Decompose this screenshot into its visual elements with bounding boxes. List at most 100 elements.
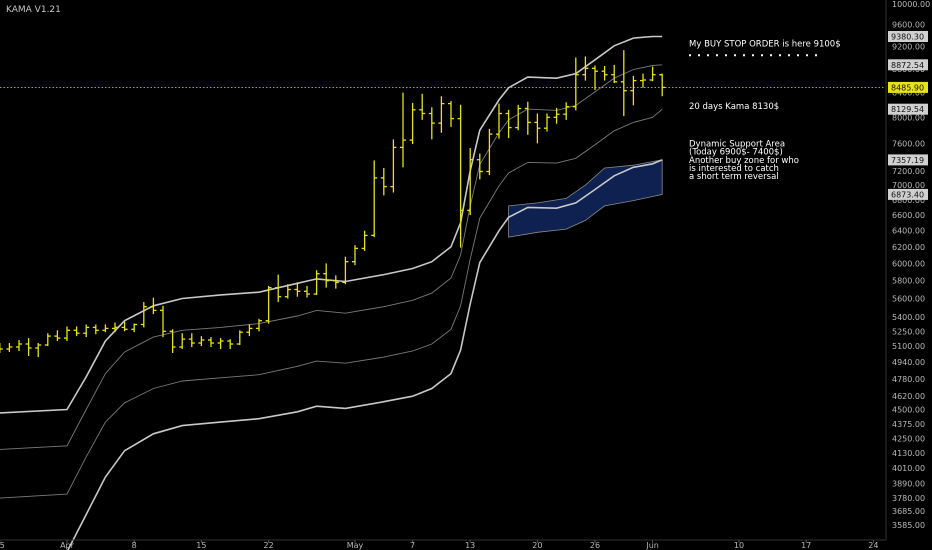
ohlc-bar[interactable]	[630, 75, 637, 106]
ohlc-bar[interactable]	[92, 324, 99, 335]
ohlc-bar[interactable]	[73, 326, 80, 337]
ohlc-bar[interactable]	[208, 337, 214, 347]
ohlc-bar[interactable]	[409, 102, 416, 145]
ohlc-bar[interactable]	[188, 333, 195, 347]
ohlc-bar[interactable]	[419, 93, 426, 120]
candles-group[interactable]	[0, 50, 666, 483]
ohlc-bar[interactable]	[227, 339, 234, 349]
ohlc-bar[interactable]	[131, 323, 138, 333]
ohlc-bar[interactable]	[553, 107, 560, 124]
ohlc-bar[interactable]	[246, 324, 253, 337]
ohlc-bar[interactable]	[448, 101, 454, 127]
price-tag: 8129.54	[888, 103, 928, 115]
ohlc-bar[interactable]	[457, 104, 464, 248]
kama-lower-band	[67, 159, 663, 550]
y-tick-label: 6600.00	[892, 211, 925, 220]
annotation-text: Dynamic Support Area	[689, 139, 785, 149]
price-tag-bg	[888, 154, 928, 166]
annotation-kama-20[interactable]: 20 days Kama 8130$	[689, 102, 779, 112]
ohlc-bar[interactable]	[496, 103, 502, 139]
y-tick-label: 4940.00	[892, 358, 925, 367]
x-tick-label: 22	[264, 541, 274, 550]
ohlc-bar[interactable]	[217, 338, 224, 349]
ohlc-bar[interactable]	[160, 305, 166, 338]
ohlc-bar[interactable]	[390, 139, 397, 193]
ohlc-bar[interactable]	[0, 343, 3, 353]
ohlc-bar[interactable]	[332, 275, 339, 289]
ohlc-bar[interactable]	[323, 263, 330, 288]
ohlc-bar[interactable]	[400, 92, 406, 168]
ohlc-bar[interactable]	[534, 113, 541, 144]
ohlc-bar[interactable]	[592, 65, 598, 91]
ohlc-bar[interactable]	[361, 230, 368, 251]
annotation-buy-stop[interactable]: My BUY STOP ORDER is here 9100$	[689, 39, 841, 57]
ohlc-bar[interactable]	[294, 282, 301, 297]
ohlc-bar[interactable]	[380, 168, 387, 196]
ohlc-bar[interactable]	[25, 338, 32, 356]
ohlc-bar[interactable]	[352, 245, 358, 266]
ohlc-bar[interactable]	[611, 64, 618, 83]
ohlc-bar[interactable]	[438, 96, 445, 133]
ohlc-bar[interactable]	[572, 57, 579, 111]
ohlc-bar[interactable]	[16, 340, 22, 351]
ohlc-bar[interactable]	[476, 153, 483, 180]
ohlc-bar[interactable]	[505, 109, 512, 139]
ohlc-bar[interactable]	[467, 148, 474, 215]
ohlc-bar[interactable]	[102, 324, 109, 333]
ohlc-bar[interactable]	[544, 113, 550, 132]
y-tick-label: 6400.00	[892, 227, 925, 236]
ohlc-bar[interactable]	[524, 101, 531, 135]
y-tick-label: 8400.00	[892, 89, 925, 98]
y-tick-label: 3890.00	[892, 480, 925, 489]
ohlc-bar[interactable]	[275, 274, 282, 303]
ohlc-bar[interactable]	[83, 324, 90, 338]
price-axis[interactable]: 10000.009600.009200.008800.008400.008000…	[892, 0, 930, 530]
x-tick-label: 20	[532, 541, 542, 550]
x-tick-label: 10	[734, 541, 744, 550]
ohlc-bar[interactable]	[313, 270, 320, 295]
annotation-support[interactable]: Dynamic Support Area(Today 6900$- 7400$)…	[689, 139, 799, 182]
ohlc-bar[interactable]	[121, 321, 128, 332]
ohlc-bar[interactable]	[371, 160, 378, 238]
ohlc-bar[interactable]	[44, 333, 51, 346]
ohlc-bar[interactable]	[150, 297, 157, 315]
ohlc-bar[interactable]	[6, 343, 13, 352]
price-tag-label: 8485.90	[891, 83, 924, 92]
ohlc-bar[interactable]	[620, 50, 627, 117]
x-tick-label: 24	[868, 541, 878, 550]
ohlc-bar[interactable]	[140, 302, 147, 328]
price-tag-label: 7357.19	[891, 156, 924, 165]
time-axis[interactable]: 25 Apr 8 15 22 May 7 13 20 26 Jun 10 17 24	[0, 540, 878, 550]
ohlc-bar[interactable]	[284, 284, 291, 299]
y-tick-label: 9200.00	[892, 42, 925, 51]
ohlc-bar[interactable]	[563, 102, 570, 120]
ohlc-bar[interactable]	[265, 285, 272, 324]
annotation-text: My BUY STOP ORDER is here 9100$	[689, 39, 841, 49]
ohlc-bar[interactable]	[486, 128, 493, 176]
kama-lower-inner-band	[0, 108, 663, 499]
ohlc-bar[interactable]	[179, 333, 186, 349]
ohlc-bar[interactable]	[304, 285, 310, 298]
ohlc-bar[interactable]	[649, 66, 656, 82]
ohlc-bar[interactable]	[582, 56, 589, 81]
ohlc-bar[interactable]	[601, 66, 608, 81]
ohlc-bar[interactable]	[236, 330, 243, 345]
y-tick-label: 4620.00	[892, 392, 925, 401]
price-tag-label: 6873.40	[891, 190, 924, 199]
ohlc-bar[interactable]	[198, 336, 205, 346]
y-tick-label: 9600.00	[892, 21, 925, 30]
ohlc-bar[interactable]	[64, 326, 70, 341]
ohlc-bar[interactable]	[112, 322, 118, 333]
y-tick-label: 3780.00	[892, 494, 925, 503]
ohlc-bar[interactable]	[169, 329, 176, 353]
ohlc-bar[interactable]	[342, 256, 349, 285]
ohlc-bar[interactable]	[256, 318, 262, 332]
ohlc-bar[interactable]	[35, 343, 42, 358]
annotations-group[interactable]: My BUY STOP ORDER is here 9100$ 20 days K…	[689, 39, 841, 182]
ohlc-bar[interactable]	[428, 107, 435, 140]
y-tick-label: 4250.00	[892, 435, 925, 444]
ohlc-bar[interactable]	[640, 73, 646, 88]
ohlc-bar[interactable]	[54, 330, 61, 341]
ohlc-bar[interactable]	[515, 104, 522, 131]
